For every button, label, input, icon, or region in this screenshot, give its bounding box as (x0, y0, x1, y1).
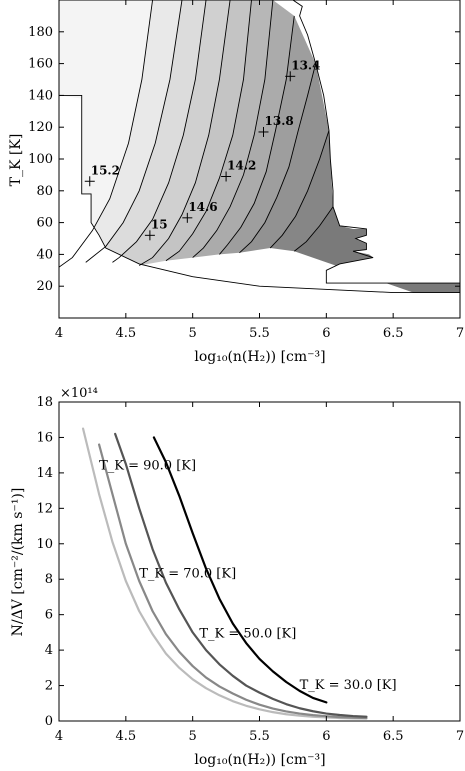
y-tick-label: 0 (45, 714, 53, 729)
y-tick-label: 10 (36, 537, 53, 552)
contour-band (192, 0, 295, 258)
line-x-axis-label: log₁₀(n(H₂)) [cm⁻³] (194, 752, 325, 768)
region-edge (292, 0, 460, 284)
curve-annotation: T_K = 70.0 [K] (139, 566, 236, 581)
contour-line (112, 0, 207, 263)
y-tick-label: 180 (28, 25, 53, 40)
marker-label: 15 (151, 217, 168, 231)
contour-band (59, 0, 182, 268)
contour-line (85, 0, 183, 263)
contour-band (85, 0, 207, 263)
contour-markers: 13.4 13.8 14.2 14.6 15 15.2 (84, 58, 320, 241)
contour-line (165, 0, 252, 262)
y-tick-label: 140 (28, 88, 53, 103)
y-tick-label: 80 (36, 184, 53, 199)
marker-label: 13.8 (265, 114, 294, 128)
x-tick-label: 5.5 (249, 326, 270, 341)
series-line (152, 436, 328, 704)
curve-annotation: T_K = 50.0 [K] (199, 627, 296, 642)
y-tick-label: 60 (36, 216, 53, 231)
marker-label: 14.6 (188, 200, 217, 214)
curve-annotation: T_K = 90.0 [K] (99, 458, 196, 473)
line-y-axis-label: N/ΔV [cm⁻²/(km s⁻¹)] (10, 488, 26, 637)
x-tick-label: 5 (189, 326, 197, 341)
contour-y-axis-label: T_K [K] (8, 134, 24, 187)
marker-label: 13.4 (291, 58, 320, 72)
line-x-axis: 4 4.5 5 5.5 6 6.5 7 (55, 402, 464, 744)
y-tick-label: 18 (36, 395, 53, 410)
y-tick-label: 16 (36, 430, 53, 445)
y-tick-label: 20 (36, 279, 53, 294)
x-tick-label: 5 (189, 729, 197, 744)
contour-x-axis: 4 4.5 5 5.5 6 6.5 7 (55, 0, 464, 341)
marker-label: 14.2 (227, 158, 256, 172)
series-line (114, 432, 368, 718)
contour-line (239, 63, 317, 254)
line-y-axis: 0 2 4 6 8 10 12 14 16 18 (36, 395, 460, 729)
empty-region-right (292, 0, 460, 284)
y-tick-label: 100 (28, 152, 53, 167)
contour-line (269, 130, 330, 249)
contour-line (192, 0, 274, 258)
contour-line (219, 15, 295, 255)
x-tick-label: 6 (322, 729, 330, 744)
y-tick-label: 2 (45, 679, 53, 694)
series-line (97, 443, 368, 720)
x-tick-label: 4 (55, 326, 63, 341)
y-tick-label: 120 (28, 120, 53, 135)
contour-band (165, 0, 273, 261)
contour-fills (59, 0, 460, 318)
line-y-multiplier: ×10¹⁴ (60, 386, 98, 401)
line-panel: ×10¹⁴ 4 4.5 5 5.5 6 6.5 7 0 2 4 6 8 10 12 14 16 18 T_K … (10, 386, 464, 768)
y-tick-label: 6 (45, 608, 53, 623)
y-tick-label: 160 (28, 57, 53, 72)
contour-panel: 4 4.5 5 5.5 6 6.5 7 20 40 60 80 100 120 140 160 180 13… (8, 0, 464, 365)
line-annotations: T_K = 90.0 [K] T_K = 70.0 [K] T_K = 50.0 [… (99, 458, 396, 693)
x-tick-label: 5.5 (249, 729, 270, 744)
contour-band (239, 63, 330, 253)
x-tick-label: 4.5 (115, 326, 136, 341)
contour-y-axis: 20 40 60 80 100 120 140 160 180 (28, 25, 460, 294)
region-edge (59, 94, 460, 294)
x-tick-label: 7 (456, 729, 464, 744)
marker-label: 15.2 (91, 163, 120, 177)
x-tick-label: 4 (55, 729, 63, 744)
x-tick-label: 6.5 (383, 729, 404, 744)
contour-line (59, 0, 154, 268)
empty-region-bottom (59, 95, 460, 318)
y-tick-label: 4 (45, 643, 53, 658)
line-series (81, 427, 368, 720)
contour-line (293, 206, 334, 252)
contour-band (112, 0, 231, 266)
y-tick-label: 14 (36, 466, 53, 481)
contour-band (219, 15, 316, 255)
contour-band (139, 0, 252, 266)
contour-line (138, 0, 231, 266)
x-tick-label: 4.5 (115, 729, 136, 744)
y-tick-label: 40 (36, 247, 53, 262)
contour-lines (59, 0, 460, 294)
contour-x-axis-label: log₁₀(n(H₂)) [cm⁻³] (194, 349, 325, 365)
x-tick-label: 7 (456, 326, 464, 341)
contour-band (270, 130, 334, 252)
x-tick-label: 6 (322, 326, 330, 341)
y-tick-label: 8 (45, 572, 53, 587)
series-line (81, 427, 368, 720)
curve-annotation: T_K = 30.0 [K] (300, 678, 397, 693)
y-tick-label: 12 (36, 501, 53, 516)
x-tick-label: 6.5 (383, 326, 404, 341)
